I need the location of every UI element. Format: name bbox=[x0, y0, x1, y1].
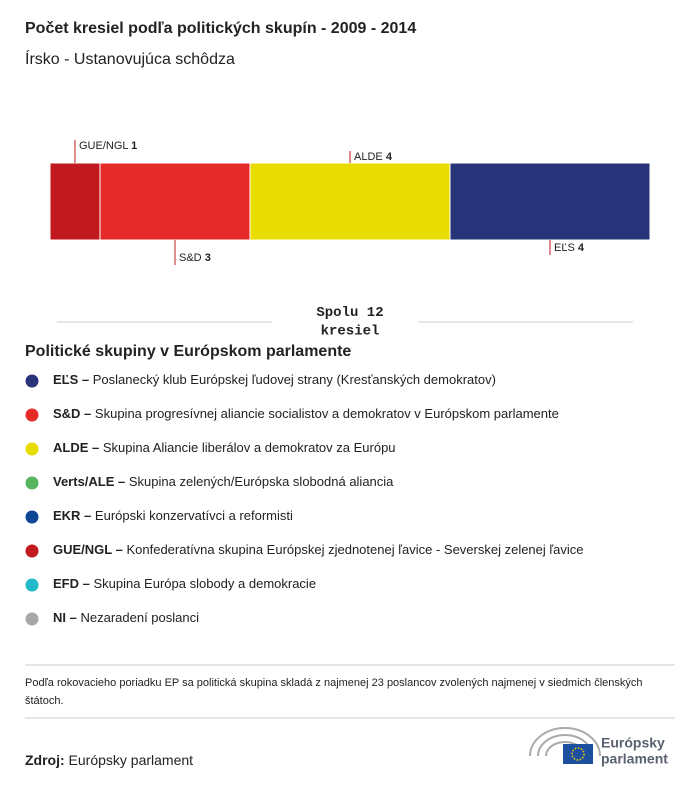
logo-text: parlament bbox=[601, 751, 668, 767]
legend-entry: EĽS – Poslanecký klub Európskej ľudovej … bbox=[53, 372, 496, 387]
segment-label: S&D 3 bbox=[179, 252, 211, 264]
footnote: Podľa rokovacieho poriadku EP sa politic… bbox=[25, 677, 643, 707]
segment-value: 4 bbox=[578, 242, 585, 254]
segment-name: S&D bbox=[179, 252, 202, 264]
legend-text: Skupina Aliancie liberálov a demokratov … bbox=[103, 440, 396, 455]
segment-value: 1 bbox=[131, 140, 137, 152]
legend-abbr: NI – bbox=[53, 610, 77, 625]
legend-abbr: ALDE – bbox=[53, 440, 99, 455]
legend-swatch bbox=[25, 612, 39, 626]
bar-segment bbox=[249, 162, 451, 241]
legend-swatch bbox=[25, 476, 39, 490]
segment-name: GUE/NGL bbox=[79, 140, 128, 152]
bar-segment bbox=[99, 162, 251, 241]
segment-label: GUE/NGL 1 bbox=[79, 140, 137, 152]
logo: Európsky parlament bbox=[529, 727, 668, 767]
legend-text: Skupina zelených/Európska slobodná alian… bbox=[129, 474, 394, 489]
legend-text: Konfederatívna skupina Európskej zjednot… bbox=[126, 542, 583, 557]
segment-name: ALDE bbox=[354, 151, 383, 163]
chart-title: Počet kresiel podľa politických skupín -… bbox=[25, 20, 416, 37]
legend-entry: GUE/NGL – Konfederatívna skupina Európsk… bbox=[53, 542, 584, 557]
legend-swatch bbox=[25, 544, 39, 558]
total-prefix: Spolu bbox=[316, 305, 358, 321]
segment-label: EĽS 4 bbox=[554, 242, 585, 254]
bar-segment bbox=[49, 162, 101, 241]
segment-value: 4 bbox=[386, 151, 393, 163]
legend-entry: EFD – Skupina Európa slobody a demokraci… bbox=[53, 576, 316, 591]
segment-label: ALDE 4 bbox=[354, 151, 393, 163]
legend-entry: ALDE – Skupina Aliancie liberálov a demo… bbox=[53, 440, 396, 455]
legend-abbr: GUE/NGL – bbox=[53, 542, 123, 557]
legend-abbr: S&D – bbox=[53, 406, 91, 421]
total-suffix: kresiel bbox=[321, 324, 380, 340]
legend-swatch bbox=[25, 578, 39, 592]
legend-text: Nezaradení poslanci bbox=[80, 610, 199, 625]
logo-stars bbox=[571, 747, 585, 761]
source-text: Európsky parlament bbox=[69, 752, 194, 768]
segment-value: 3 bbox=[205, 252, 211, 264]
legend-abbr: EKR – bbox=[53, 508, 91, 523]
source: Zdroj: Európsky parlament bbox=[25, 752, 193, 768]
logo-flag bbox=[563, 744, 593, 764]
legend-text: Skupina Európa slobody a demokracie bbox=[93, 576, 316, 591]
total-label: Spolu 12 bbox=[316, 305, 383, 321]
legend-swatch bbox=[25, 374, 39, 388]
logo-hemicycle bbox=[529, 727, 601, 757]
legend-title: Politické skupiny v Európskom parlamente bbox=[25, 343, 351, 360]
legend-swatch bbox=[25, 510, 39, 524]
legend-text: Skupina progresívnej aliancie socialisto… bbox=[95, 406, 559, 421]
legend-abbr: EFD – bbox=[53, 576, 90, 591]
bar-segment bbox=[449, 162, 651, 241]
legend-text: Poslanecký klub Európskej ľudovej strany… bbox=[93, 372, 496, 387]
source-label: Zdroj: bbox=[25, 752, 65, 768]
legend-text: Európski konzervatívci a reformisti bbox=[95, 508, 293, 523]
legend-swatch bbox=[25, 408, 39, 422]
chart-subtitle: Írsko - Ustanovujúca schôdza bbox=[25, 49, 235, 68]
total-value: 12 bbox=[367, 305, 384, 321]
legend-entry: S&D – Skupina progresívnej aliancie soci… bbox=[53, 406, 559, 421]
logo-text: Európsky bbox=[601, 735, 665, 751]
legend-abbr: Verts/ALE – bbox=[53, 474, 125, 489]
legend-entry: NI – Nezaradení poslanci bbox=[53, 610, 199, 625]
legend-entry: EKR – Európski konzervatívci a reformist… bbox=[53, 508, 293, 523]
legend-swatch bbox=[25, 442, 39, 456]
legend-entry: Verts/ALE – Skupina zelených/Európska sl… bbox=[53, 474, 394, 489]
segment-name: EĽS bbox=[554, 242, 575, 254]
legend-abbr: EĽS – bbox=[53, 372, 89, 387]
